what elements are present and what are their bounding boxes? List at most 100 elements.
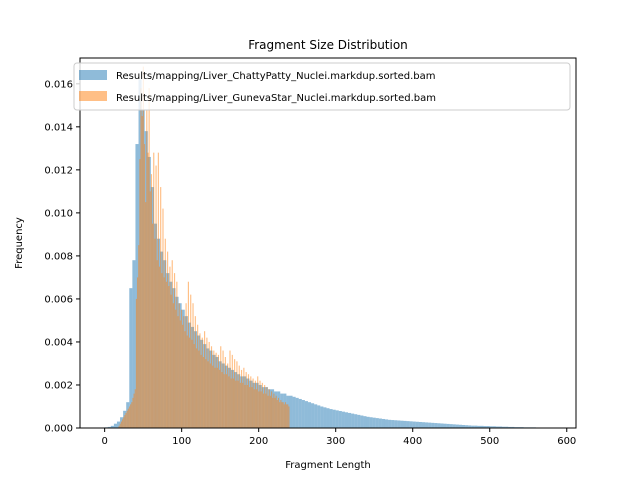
x-axis-label: Fragment Length [285, 460, 370, 471]
histogram-bar [131, 402, 133, 428]
legend-frame [73, 62, 571, 111]
histogram-bar [235, 380, 237, 428]
histogram-bar [239, 382, 241, 428]
histogram-bar [474, 425, 478, 428]
x-tick-label: 0 [101, 436, 107, 447]
histogram-bar [169, 266, 171, 428]
legend-label-chattypatty: Results/mapping/Liver_ChattyPatty_Nuclei… [116, 71, 436, 82]
histogram-bar [314, 404, 318, 428]
histogram-bar [265, 393, 267, 428]
histogram-bar [458, 424, 463, 428]
histogram-bar [440, 423, 444, 428]
histogram-bar [182, 324, 184, 428]
histogram-bar [133, 393, 135, 428]
histogram-bar [502, 426, 506, 428]
histogram-bar [126, 410, 128, 428]
histogram-bar [187, 281, 189, 428]
histogram-bar [170, 294, 172, 428]
histogram-bar [446, 423, 450, 428]
histogram-bar [495, 426, 499, 428]
legend-label-gunevastar: Results/mapping/Liver_GunevaStar_Nuclei.… [116, 93, 436, 104]
histogram-bar [220, 346, 222, 428]
histogram-bar [465, 425, 469, 428]
histogram-bar [229, 350, 231, 428]
histogram-bar [125, 412, 127, 428]
histogram-bar [127, 408, 129, 428]
histogram-bar [186, 335, 188, 428]
histogram-bar [134, 389, 136, 428]
plot-area-border [79, 57, 577, 429]
histogram-bar [176, 281, 178, 428]
y-tick-label: 0.004 [44, 337, 73, 348]
histogram-bar [335, 410, 339, 428]
histogram-bar [107, 426, 111, 428]
x-tick-label: 400 [403, 436, 422, 447]
legend-swatch-chattypatty [79, 70, 107, 80]
histogram-bar [247, 374, 250, 428]
histogram-bar [283, 404, 285, 428]
histogram-bar [286, 404, 288, 428]
histogram-bar [341, 411, 345, 428]
axes-frame [79, 57, 577, 429]
histogram-bar [121, 419, 124, 428]
histogram-bar [323, 407, 327, 428]
histogram-bar [260, 391, 262, 428]
histogram-bar [232, 378, 235, 428]
histogram-bar [172, 303, 174, 428]
histogram-bar [351, 413, 355, 428]
histogram-bar [118, 425, 120, 428]
histogram-bar [135, 144, 139, 429]
histogram-bar [492, 426, 496, 428]
histogram-bar [264, 384, 266, 428]
histogram-bar [180, 309, 183, 428]
histogram-bar [274, 397, 276, 428]
histogram-bar [149, 191, 151, 428]
histogram-bar [249, 387, 251, 428]
histogram-bar [269, 395, 272, 428]
y-tick-label: 0.016 [44, 79, 73, 90]
histogram-bar [130, 404, 132, 428]
histogram-bar [224, 357, 226, 428]
legend: Results/mapping/Liver_ChattyPatty_Nuclei… [73, 62, 571, 111]
histogram-bar [250, 376, 252, 428]
histogram-bar [116, 421, 121, 428]
histogram-bar [498, 426, 503, 428]
histogram-bar [284, 402, 287, 428]
histogram-bar [304, 401, 308, 428]
histogram-bar [391, 420, 395, 428]
histogram-bar [397, 420, 401, 428]
histogram-bar [242, 382, 244, 428]
histogram-bar [237, 380, 239, 428]
histogram-bar [317, 405, 321, 428]
histogram-bar [262, 393, 265, 428]
histogram-bar [152, 223, 154, 428]
histogram-bar [191, 339, 193, 428]
y-tick-label: 0.002 [44, 380, 73, 391]
histogram-bar [428, 422, 432, 428]
histogram-bar [245, 372, 247, 428]
histogram-bar [372, 417, 376, 428]
histogram-bar [275, 395, 277, 428]
histogram-bar [266, 387, 268, 428]
histogram-bar [163, 277, 165, 428]
y-tick-label: 0.006 [44, 294, 73, 305]
histogram-bar [154, 238, 156, 428]
histogram-bar [462, 424, 466, 428]
histogram-bar [160, 187, 162, 428]
histogram-bar [110, 425, 114, 428]
histogram-bar [468, 425, 472, 428]
histogram-bar [489, 426, 493, 428]
histogram-bar [113, 423, 117, 428]
histogram-bar [483, 426, 487, 428]
histogram-bar [243, 367, 245, 428]
histogram-bar [167, 251, 169, 428]
x-tick-label: 500 [480, 436, 499, 447]
histogram-bar [252, 378, 254, 428]
histogram-bar [280, 400, 282, 428]
histogram-bar [238, 365, 240, 428]
legend-swatch-gunevastar [79, 91, 107, 101]
histogram-bar [255, 389, 258, 428]
histogram-bar [338, 411, 342, 428]
histogram-bar [360, 415, 364, 428]
